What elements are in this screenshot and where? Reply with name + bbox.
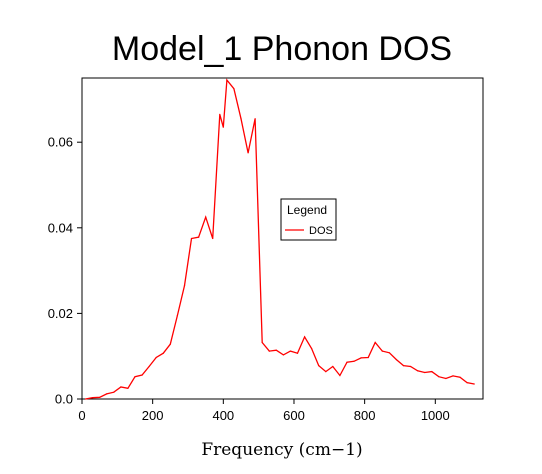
dos-point: [431, 371, 433, 373]
dos-point: [247, 152, 249, 154]
dos-point: [254, 118, 256, 120]
dos-series-line: [85, 78, 475, 400]
dos-point: [424, 371, 426, 374]
dos-point: [282, 354, 284, 356]
dos-point: [318, 365, 320, 367]
dos-point: [289, 350, 291, 352]
y-tick-label: 0.0: [55, 392, 73, 407]
dos-point: [233, 88, 235, 90]
dos-point: [445, 377, 447, 380]
dos-point: [169, 343, 171, 345]
dos-point: [222, 126, 224, 128]
dos-point: [438, 376, 440, 378]
dos-point: [311, 347, 313, 350]
x-axis: 0 200 400 600 800 1000: [78, 399, 450, 423]
dos-point: [183, 285, 186, 287]
dos-point: [212, 237, 214, 240]
dos-point: [374, 341, 376, 344]
y-axis: 0.0 0.02 0.04 0.06: [48, 135, 82, 407]
x-tick-label: 1000: [421, 408, 450, 423]
dos-point: [452, 375, 454, 377]
legend-title: Legend: [287, 203, 327, 217]
dos-point: [417, 370, 419, 372]
dos-point: [332, 365, 334, 368]
dos-point: [84, 398, 87, 400]
x-tick-label: 600: [283, 408, 305, 423]
x-tick-label: 800: [354, 408, 376, 423]
legend-entry-dos: DOS: [309, 225, 333, 237]
dos-point: [219, 113, 221, 115]
dos-point: [268, 350, 270, 352]
dos-point: [261, 341, 263, 344]
dos-points: [84, 79, 475, 400]
dos-point: [99, 396, 101, 398]
chart-title: Model_1 Phonon DOS: [112, 30, 452, 68]
dos-point: [466, 382, 468, 384]
dos-point: [106, 393, 108, 395]
dos-point: [148, 365, 150, 368]
dos-point: [346, 361, 348, 363]
dos-point: [205, 216, 207, 218]
dos-point: [155, 356, 157, 359]
dos-point: [339, 374, 341, 377]
legend: Legend DOS: [280, 198, 337, 241]
x-axis-label: Frequency (cm−1): [201, 440, 362, 460]
legend-box: [280, 198, 337, 241]
dos-point: [190, 237, 193, 240]
dos-point: [240, 118, 242, 120]
dos-point: [113, 391, 115, 393]
plot-frame: [81, 77, 484, 400]
x-tick-label: 200: [142, 408, 164, 423]
dos-point: [198, 236, 200, 238]
dos-point: [176, 314, 178, 317]
x-tick-label: 400: [212, 408, 234, 423]
dos-point: [459, 376, 461, 378]
dos-point: [395, 359, 397, 361]
y-tick-label: 0.06: [48, 135, 73, 150]
dos-point: [388, 352, 390, 354]
dos-point: [473, 383, 475, 385]
y-tick-label: 0.02: [48, 306, 73, 321]
dos-point: [296, 352, 299, 354]
dos-point: [134, 376, 136, 378]
dos-point: [410, 365, 412, 368]
dos-point: [226, 79, 228, 81]
dos-point: [275, 349, 277, 351]
dos-point: [325, 371, 327, 373]
dos-point: [162, 352, 164, 354]
dos-point: [367, 356, 369, 359]
dos-point: [304, 336, 306, 338]
dos-point: [360, 357, 362, 359]
dos-point: [402, 365, 405, 367]
y-tick-label: 0.04: [48, 220, 73, 235]
dos-point: [353, 360, 355, 362]
dos-point: [127, 387, 129, 389]
dos-point: [92, 397, 94, 399]
dos-point: [120, 386, 122, 388]
x-tick-label: 0: [78, 408, 85, 423]
dos-point: [381, 350, 383, 352]
dos-point: [141, 374, 143, 376]
